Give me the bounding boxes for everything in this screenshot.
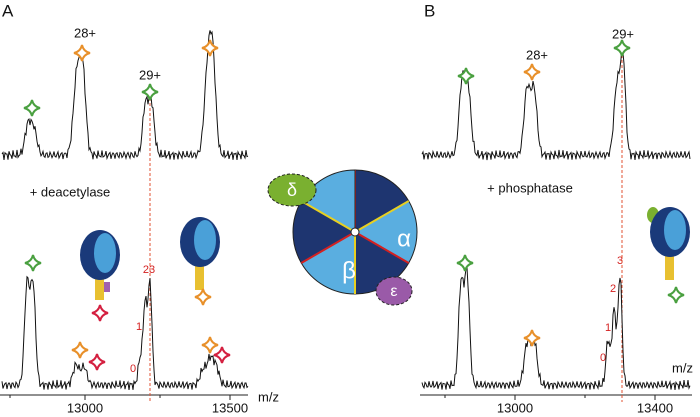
axis-label: m/z	[258, 389, 279, 404]
marker	[88, 353, 106, 371]
wedge	[353, 200, 418, 264]
subunit-label: β	[342, 257, 356, 284]
subunit-label: ε	[390, 283, 397, 300]
marker	[23, 99, 41, 117]
marker	[201, 39, 219, 57]
x-tick-label: 13000	[497, 400, 533, 415]
spectrum	[421, 265, 691, 390]
marker	[213, 346, 231, 364]
peak-label: 0	[130, 363, 136, 375]
divider	[300, 231, 356, 264]
marker	[523, 63, 541, 81]
peak-label: 2	[610, 283, 616, 295]
x-tick-label: 13000	[67, 400, 103, 415]
subunit-label: δ	[287, 180, 297, 200]
protein-icon	[80, 207, 690, 300]
axes	[0, 394, 692, 400]
marker	[141, 83, 159, 101]
peak-label: 0	[600, 352, 606, 364]
complex-diagram: δ α β ε	[267, 169, 418, 306]
marker	[24, 254, 42, 272]
marker	[523, 329, 541, 347]
peak-label: 23	[143, 264, 155, 276]
charge-label: 29+	[139, 67, 161, 82]
panel-label: B	[424, 1, 435, 20]
wedge	[300, 231, 356, 295]
marker	[667, 286, 685, 304]
marker	[91, 304, 109, 322]
treatment: + deacetylase	[30, 184, 111, 199]
divider	[300, 200, 356, 233]
axis-label: m/z	[672, 360, 693, 375]
peak-label: 3	[617, 255, 623, 267]
peak-label: 1	[605, 322, 611, 334]
charge-label: 29+	[612, 26, 634, 41]
spectrum	[421, 45, 691, 161]
subunit-label: α	[397, 225, 411, 252]
marker	[71, 341, 89, 359]
divider	[354, 231, 410, 264]
peak-label: 1	[136, 321, 142, 333]
marker	[457, 67, 475, 85]
panel-label: A	[2, 1, 14, 20]
charge-label: 28+	[526, 47, 548, 62]
marker	[73, 44, 91, 62]
divider	[354, 200, 410, 233]
wedge	[354, 169, 410, 233]
marker	[613, 39, 631, 57]
treatment: + phosphatase	[487, 180, 573, 195]
x-tick-label: 13500	[212, 400, 248, 415]
charge-label: 28+	[74, 25, 96, 40]
x-tick-label: 13400	[637, 400, 673, 415]
markers	[23, 39, 685, 371]
spectrum	[1, 275, 249, 390]
spectrum	[1, 30, 249, 161]
marker	[201, 336, 219, 354]
marker	[456, 254, 474, 272]
marker	[194, 288, 212, 306]
